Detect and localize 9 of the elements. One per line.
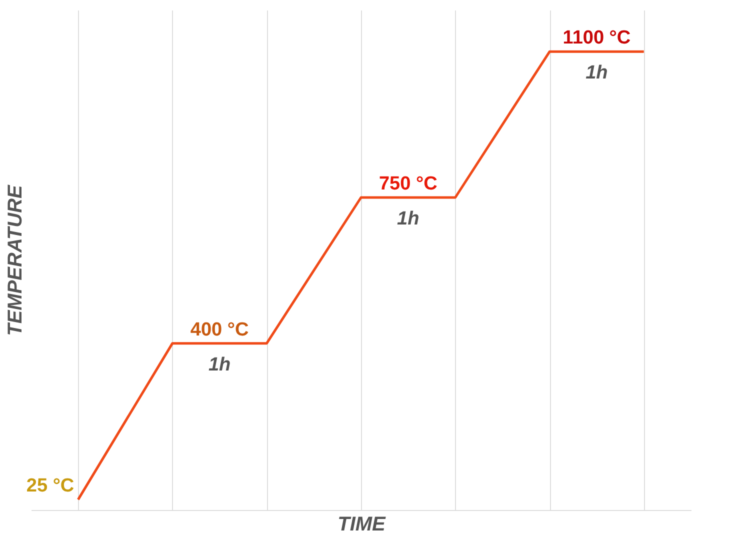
data-label: 400 °C: [190, 319, 249, 340]
annotation: 1h: [586, 62, 608, 84]
x-axis-title: TIME: [338, 514, 386, 536]
annotation: 1h: [397, 208, 420, 230]
data-label: 750 °C: [378, 174, 438, 194]
data-label: 1100 °C: [562, 28, 631, 49]
annotation: 1h: [208, 354, 231, 376]
data-label: 25 °C: [26, 476, 74, 497]
y-axis-title: TEMPERATURE: [4, 184, 26, 336]
